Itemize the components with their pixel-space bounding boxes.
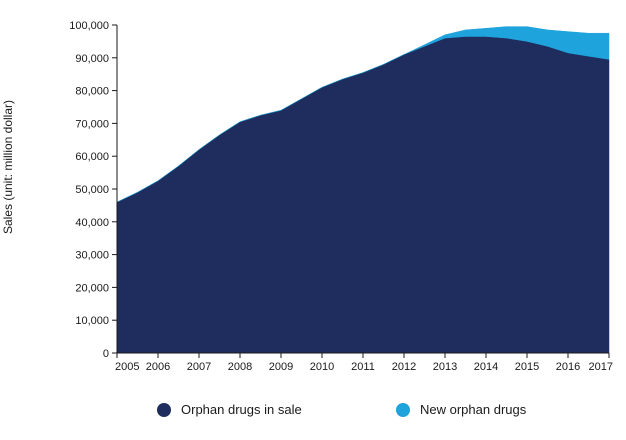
x-tick-label: 2005 [115,361,139,373]
y-tick-label: 80,000 [75,86,109,98]
legend-item-new-orphan-drugs: New orphan drugs [396,402,526,417]
y-tick-label: 50,000 [75,184,109,196]
x-tick-label: 2015 [515,361,539,373]
chart-axes: 0 10,000 20,000 30,000 40,000 50,000 60,000 70,… [69,20,613,373]
y-tick-label: 100,000 [69,20,109,32]
legend-label-new-orphan-drugs: New orphan drugs [420,402,527,417]
y-tick-label: 70,000 [75,118,109,130]
x-tick-label: 2013 [433,361,457,373]
x-tick-label: 2014 [474,361,498,373]
x-tick-label: 2009 [269,361,293,373]
area-orphan-drugs-in-sale [116,36,610,354]
x-tick-label: 2017 [589,361,613,373]
x-tick-label: 2011 [351,361,375,373]
y-tick-label: 10,000 [75,315,109,327]
x-tick-label: 2016 [556,361,580,373]
x-tick-label: 2006 [146,361,170,373]
legend-swatch-new-orphan-drugs [396,402,410,417]
x-tick-label: 2012 [392,361,416,373]
y-tick-label: 40,000 [75,217,109,229]
x-tick-label: 2010 [310,361,334,373]
legend-item-orphan-drugs-in-sale: Orphan drugs in sale [157,402,302,417]
y-tick-label: 30,000 [75,250,109,262]
x-tick-label: 2008 [228,361,252,373]
y-tick-label: 0 [103,348,109,360]
y-axis-label: Sales (unit: million dollar) [1,100,15,234]
chart-areas [116,26,610,354]
y-tick-label: 90,000 [75,53,109,65]
x-tick-label: 2007 [187,361,211,373]
legend-swatch-orphan-drugs-in-sale [157,402,171,417]
legend: Orphan drugs in sale New orphan drugs [0,402,626,426]
area-new-orphan-drugs [116,26,610,203]
legend-label-orphan-drugs-in-sale: Orphan drugs in sale [181,402,302,417]
y-tick-label: 20,000 [75,282,109,294]
y-tick-label: 60,000 [75,151,109,163]
